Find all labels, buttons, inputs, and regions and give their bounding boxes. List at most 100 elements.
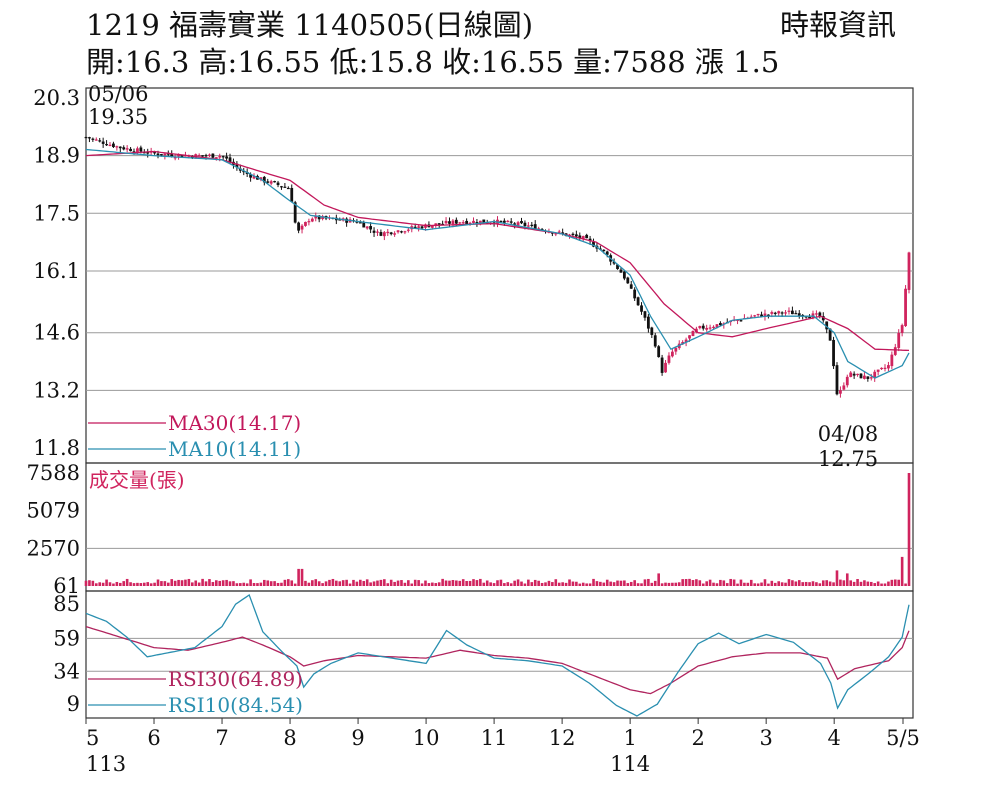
volume-bar	[331, 578, 335, 586]
volume-bar	[485, 580, 489, 586]
volume-bar	[448, 580, 451, 586]
volume-bar	[551, 582, 554, 586]
candle-body	[880, 367, 883, 370]
candle-body	[523, 222, 527, 227]
volume-bar	[825, 580, 828, 586]
candle-body	[163, 153, 167, 156]
candle-body	[358, 222, 362, 224]
volume-bar	[136, 582, 139, 586]
volume-bar	[626, 583, 630, 586]
candle-body	[393, 233, 397, 235]
volume-bar	[592, 578, 595, 586]
volume-bar	[396, 580, 400, 586]
price-tick-label: 17.5	[33, 201, 80, 225]
candle-body	[98, 140, 102, 142]
price-tick-label: 14.6	[33, 321, 80, 345]
rsi30-line	[85, 625, 910, 695]
volume-bar	[605, 579, 609, 586]
candle-body	[369, 226, 373, 230]
x-tick-label: 2	[691, 726, 704, 750]
candle-body	[883, 367, 887, 369]
candle-body	[763, 313, 767, 317]
volume-bar	[365, 579, 369, 586]
volume-bar	[345, 579, 348, 586]
volume-bar	[276, 582, 280, 586]
volume-bar	[341, 580, 345, 586]
candle-body	[228, 157, 232, 163]
volume-bar	[695, 579, 698, 586]
candle-body	[153, 152, 156, 154]
volume-bar	[739, 579, 743, 586]
volume-bar	[835, 570, 839, 586]
candle-body	[273, 181, 277, 183]
volume-bar	[348, 583, 352, 586]
volume-bar	[283, 579, 287, 586]
volume-bar	[715, 583, 719, 586]
candle-body	[132, 151, 136, 153]
volume-bar	[383, 579, 386, 586]
volume-bar	[691, 580, 695, 586]
volume-bar	[437, 582, 441, 586]
candle-body	[472, 220, 475, 224]
volume-tick-label: 2570	[27, 536, 80, 560]
legend-label: RSI10(84.54)	[168, 693, 303, 717]
volume-bar	[376, 580, 379, 586]
volume-bar	[252, 582, 256, 586]
volume-bar	[588, 583, 592, 586]
candle-body	[173, 157, 177, 159]
volume-bar	[263, 579, 266, 586]
candle-body	[379, 232, 383, 236]
candle-body	[873, 371, 877, 379]
candle-body	[118, 146, 122, 149]
volume-bar	[201, 578, 204, 586]
volume-bar	[746, 582, 750, 586]
volume-bar	[554, 579, 558, 586]
candle-body	[266, 181, 270, 183]
volume-bar	[239, 583, 242, 586]
candle-body	[876, 369, 880, 372]
volume-bar	[684, 579, 688, 586]
volume-bar	[194, 580, 198, 586]
candle-body	[712, 326, 715, 329]
candle-body	[718, 323, 722, 326]
volume-bar	[129, 582, 132, 586]
volume-bar	[369, 582, 372, 586]
volume-bar	[640, 583, 643, 586]
volume-bar	[489, 582, 492, 586]
candle-body	[262, 176, 266, 183]
x-tick-label: 6	[147, 726, 160, 750]
volume-bar	[832, 582, 835, 586]
volume-bar	[893, 579, 897, 586]
candle-body	[444, 220, 448, 224]
volume-bar	[482, 582, 486, 586]
volume-bar	[197, 582, 201, 586]
candle-body	[516, 222, 520, 226]
candle-body	[290, 187, 294, 202]
volume-bar	[657, 573, 660, 586]
candle-body	[787, 310, 791, 312]
candle-body	[633, 289, 637, 299]
candle-body	[574, 234, 578, 237]
volume-bar	[674, 582, 678, 586]
volume-bar	[561, 582, 564, 586]
x-tick-label: 12	[549, 726, 576, 750]
volume-bar	[101, 582, 105, 586]
year-label: 114	[610, 752, 650, 776]
candle-body	[400, 231, 403, 233]
volume-bar	[753, 583, 756, 586]
candle-body	[616, 264, 619, 270]
candle-body	[417, 226, 421, 228]
candle-body	[832, 339, 835, 367]
volume-bar	[564, 582, 568, 586]
rsi-tick-label: 59	[53, 626, 80, 650]
volume-bar	[91, 580, 95, 586]
volume-bar	[849, 580, 853, 586]
candle-body	[317, 215, 321, 220]
volume-bar	[249, 579, 252, 586]
volume-bar	[705, 581, 708, 586]
volume-bar	[434, 583, 438, 586]
volume-bar	[660, 583, 664, 586]
x-tick-label: 5/5	[886, 726, 920, 750]
candle-body	[204, 155, 208, 157]
candle-body	[684, 339, 688, 343]
